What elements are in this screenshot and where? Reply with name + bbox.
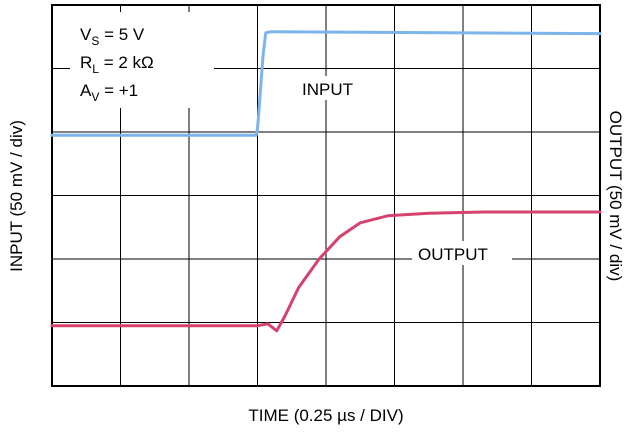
input-label-background xyxy=(296,76,376,100)
trace-layer xyxy=(50,30,602,333)
annotation-gain: AV = +1 xyxy=(80,81,138,104)
output-label-background xyxy=(412,241,512,265)
annotation-load: RL = 2 kΩ xyxy=(80,53,154,76)
y-axis-label-left: INPUT (50 mV / div) xyxy=(7,120,26,272)
y-axis-label-right: OUTPUT (50 mV / div) xyxy=(606,111,625,282)
annotation-background xyxy=(70,12,214,108)
input-trace xyxy=(50,30,602,137)
annotation-box: VS = 5 V RL = 2 kΩ AV = +1 xyxy=(70,12,214,108)
plot-border xyxy=(51,4,601,387)
x-axis-label: TIME (0.25 µs / DIV) xyxy=(248,406,403,425)
output-trace xyxy=(50,210,602,333)
input-trace-label: INPUT xyxy=(302,80,353,99)
annotation-supply: VS = 5 V xyxy=(80,25,145,48)
output-trace-label: OUTPUT xyxy=(418,245,488,264)
